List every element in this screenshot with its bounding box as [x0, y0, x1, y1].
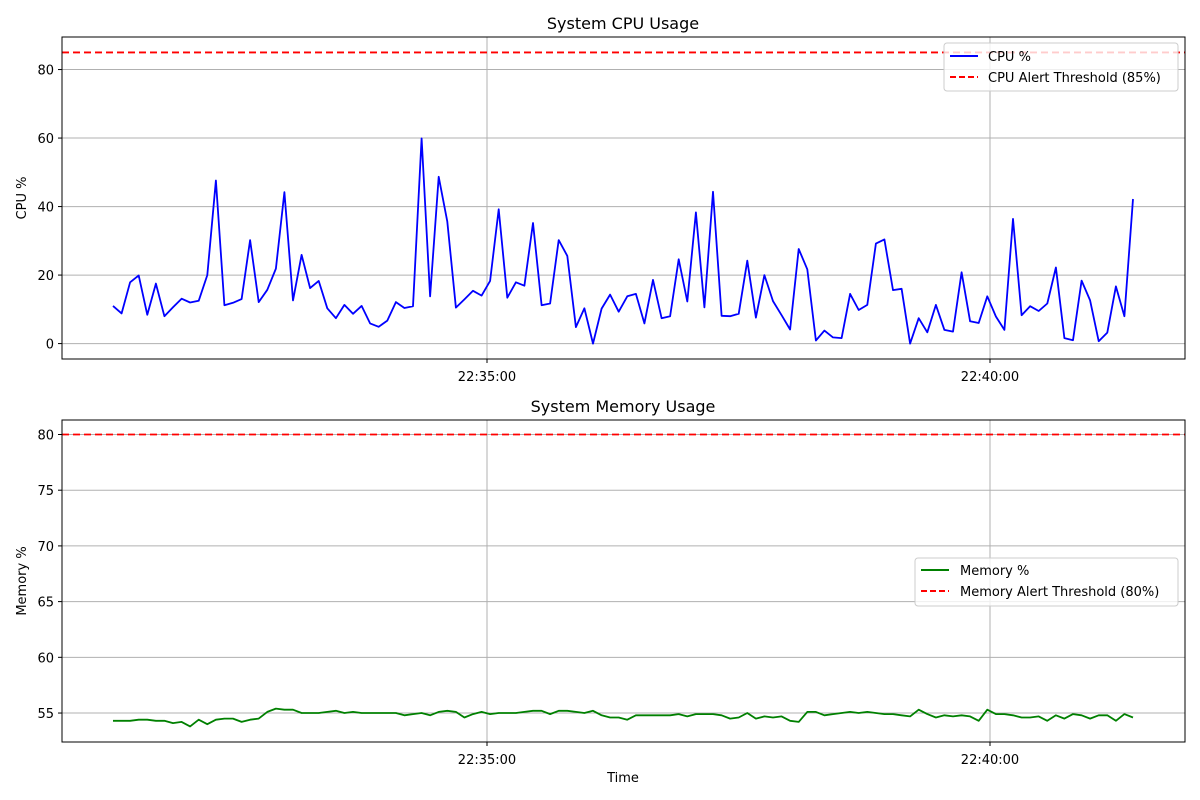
- memory-y-axis-label: Memory %: [15, 546, 30, 615]
- memory-xtick-label: 22:40:00: [961, 753, 1019, 768]
- memory-series-line: [113, 707, 1134, 728]
- memory-series-layer: [113, 707, 1134, 728]
- memory-ytick-label: 60: [37, 651, 54, 666]
- cpu-chart-title: System CPU Usage: [547, 14, 699, 33]
- cpu-xtick-label: 22:40:00: [961, 370, 1019, 385]
- memory-x-ticks: 22:35:00 22:40:00: [458, 742, 1019, 768]
- cpu-axes-frame: [61, 36, 1186, 360]
- memory-x-axis-label: Time: [606, 771, 639, 786]
- memory-ytick-label: 75: [37, 484, 54, 499]
- memory-legend-label-threshold: Memory Alert Threshold (80%): [960, 585, 1159, 600]
- cpu-series-line: [112, 137, 1134, 345]
- memory-ytick-label: 65: [37, 596, 54, 611]
- memory-xtick-label: 22:35:00: [458, 753, 516, 768]
- cpu-gridlines: [62, 37, 1185, 359]
- memory-axes-frame: [61, 419, 1186, 743]
- cpu-legend-label-threshold: CPU Alert Threshold (85%): [988, 71, 1161, 86]
- memory-y-ticks: 55 60 65 70 75 80: [37, 428, 62, 722]
- cpu-chart: System CPU Usage CPU % 0 20 40 60 80 22:35:0…: [15, 14, 1186, 385]
- cpu-x-ticks: 22:35:00 22:40:00: [458, 359, 1019, 385]
- cpu-legend-box: [943, 42, 1179, 92]
- cpu-y-ticks: 0 20 40 60 80: [37, 64, 62, 353]
- memory-legend-box: [914, 557, 1179, 607]
- cpu-ytick-label: 20: [37, 269, 54, 284]
- memory-legend-label-memory: Memory %: [960, 564, 1029, 579]
- cpu-ytick-label: 0: [46, 338, 54, 353]
- cpu-legend-label-cpu: CPU %: [988, 50, 1031, 65]
- cpu-legend: CPU % CPU Alert Threshold (85%): [943, 42, 1179, 92]
- memory-ytick-label: 55: [37, 707, 54, 722]
- memory-chart-title: System Memory Usage: [531, 397, 716, 416]
- cpu-ytick-label: 40: [37, 201, 54, 216]
- cpu-ytick-label: 60: [37, 132, 54, 147]
- memory-ytick-label: 70: [37, 540, 54, 555]
- cpu-ytick-label: 80: [37, 64, 54, 79]
- memory-chart: System Memory Usage Memory % Time 55 60 65…: [15, 397, 1186, 786]
- cpu-y-axis-label: CPU %: [15, 177, 30, 220]
- cpu-xtick-label: 22:35:00: [458, 370, 516, 385]
- cpu-series-layer: [112, 137, 1134, 345]
- memory-legend: Memory % Memory Alert Threshold (80%): [914, 557, 1179, 607]
- memory-ytick-label: 80: [37, 428, 54, 443]
